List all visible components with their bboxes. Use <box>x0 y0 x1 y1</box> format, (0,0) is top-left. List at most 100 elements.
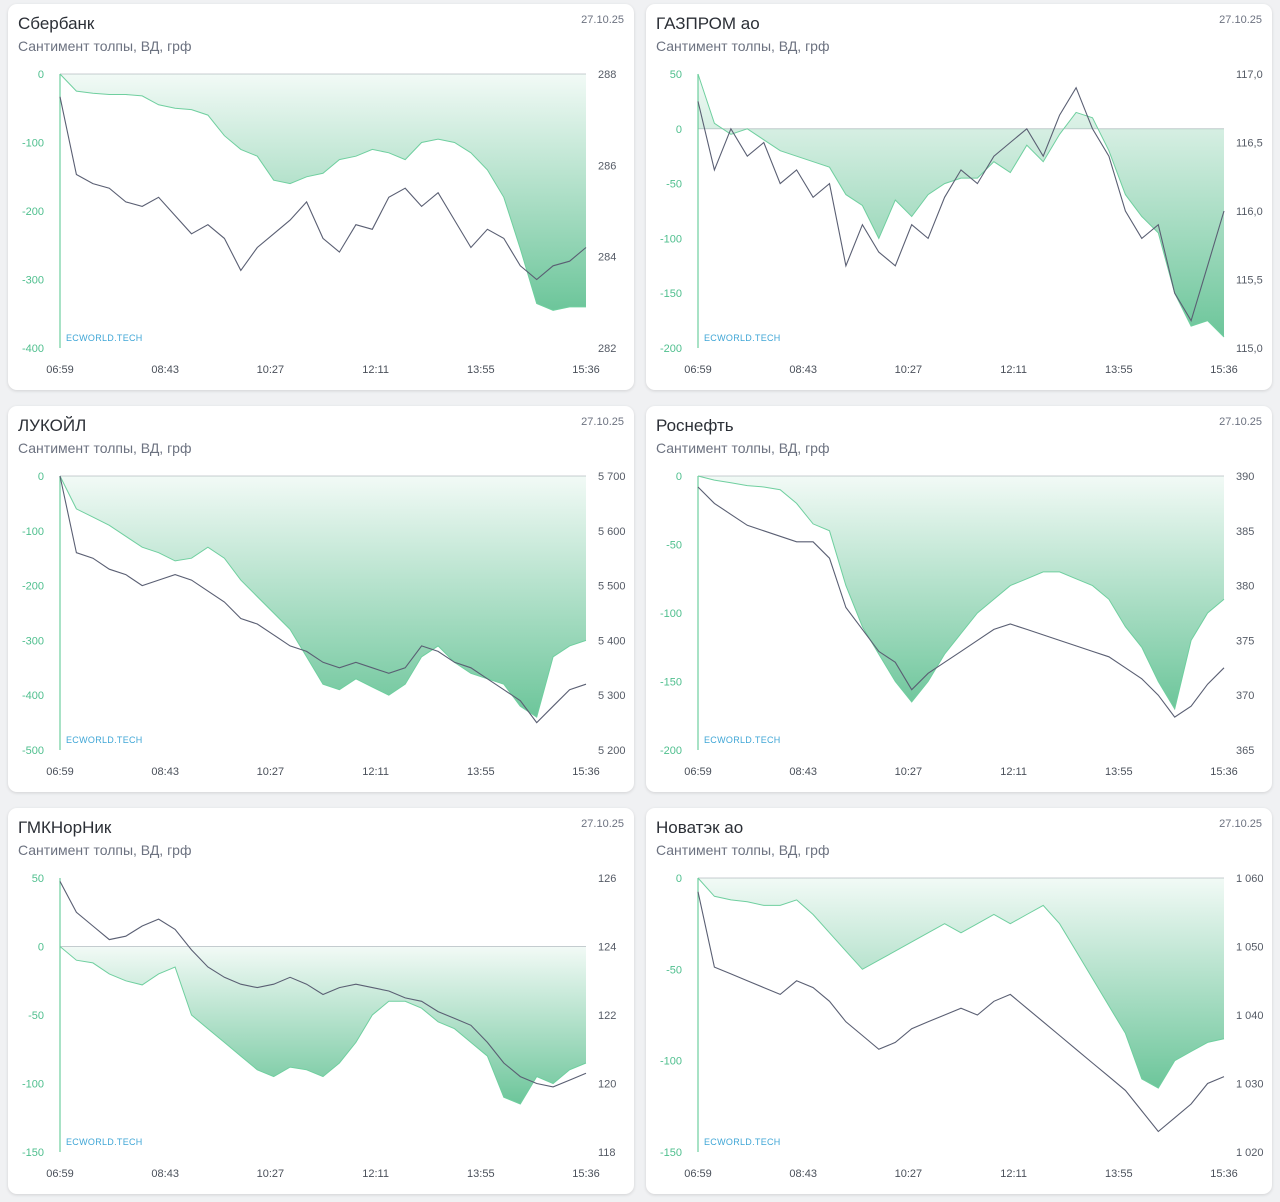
chart-title: ГМКНорНик <box>18 818 112 837</box>
y-right-tick: 122 <box>598 1010 616 1022</box>
watermark: ECWORLD.TECH <box>704 1137 781 1147</box>
y-right-tick: 5 400 <box>598 635 626 647</box>
y-left-tick: -100 <box>22 138 44 150</box>
x-tick: 12:11 <box>362 364 389 376</box>
x-tick: 13:55 <box>1105 766 1133 778</box>
y-right-tick: 5 500 <box>598 581 626 593</box>
chart-title: Сбербанк <box>18 14 95 33</box>
sentiment-line <box>697 877 1225 1089</box>
y-left-tick: -150 <box>660 288 682 300</box>
x-tick: 13:55 <box>467 364 495 376</box>
chart-date: 27.10.25 <box>581 416 624 428</box>
y-right-tick: 5 700 <box>598 471 626 483</box>
y-right-tick: 390 <box>1236 471 1254 483</box>
x-tick: 12:11 <box>1000 364 1027 376</box>
sentiment-line <box>59 73 586 311</box>
chart-plot: 0 -50 -100 -150 -200 390 385 380 375 370 365 06:59 0… <box>660 471 1254 778</box>
x-tick: 06:59 <box>684 364 712 376</box>
watermark: ECWORLD.TECH <box>66 1137 143 1147</box>
sentiment-line <box>697 475 1225 711</box>
x-tick: 15:36 <box>1210 364 1238 376</box>
chart-subtitle: Сантимент толпы, ВД, грф <box>656 440 830 456</box>
x-tick: 06:59 <box>684 1168 712 1180</box>
chart-title: Роснефть <box>656 416 734 435</box>
sentiment-area <box>698 74 1224 337</box>
chart-date: 27.10.25 <box>1219 818 1262 830</box>
y-left-tick: -300 <box>22 275 44 287</box>
chart-plot: 0 -100 -200 -300 -400 288 286 284 282 06:59 08:43 1… <box>22 69 616 376</box>
y-right-tick: 115,0 <box>1236 343 1263 355</box>
chart-plot: 50 0 -50 -100 -150 126 124 122 120 118 06:59 08:43 1… <box>22 873 616 1180</box>
x-tick: 08:43 <box>151 364 179 376</box>
chart-title: Новатэк ао <box>656 818 744 837</box>
y-right-tick: 124 <box>598 942 616 954</box>
x-tick: 13:55 <box>1105 364 1133 376</box>
chart-subtitle: Сантимент толпы, ВД, грф <box>18 38 192 54</box>
price-line <box>697 486 1225 718</box>
y-left-tick: 50 <box>670 69 682 81</box>
x-tick: 10:27 <box>895 766 923 778</box>
x-tick: 15:36 <box>572 364 600 376</box>
y-left-tick: -50 <box>666 540 682 552</box>
y-right-tick: 5 200 <box>598 745 626 757</box>
x-tick: 12:11 <box>362 766 389 778</box>
y-right-tick: 116,0 <box>1236 206 1263 218</box>
y-left-tick: -100 <box>22 1079 44 1091</box>
chart-date: 27.10.25 <box>581 818 624 830</box>
chart-card-gazprom: ГАЗПРОМ ао Сантимент толпы, ВД, грф 27.1… <box>646 4 1272 390</box>
y-right-tick: 380 <box>1236 581 1254 593</box>
chart-date: 27.10.25 <box>1219 416 1262 428</box>
y-right-tick: 1 020 <box>1236 1147 1264 1159</box>
chart-subtitle: Сантимент толпы, ВД, грф <box>18 842 192 858</box>
y-right-tick: 117,0 <box>1236 69 1263 81</box>
chart-plot: 50 0 -50 -100 -150 -200 117,0 116,5 116,0 115,5 11… <box>660 69 1263 376</box>
sentiment-area <box>60 946 586 1104</box>
y-left-tick: 0 <box>38 471 44 483</box>
x-tick: 13:55 <box>1105 1168 1133 1180</box>
y-left-tick: -300 <box>22 635 44 647</box>
y-right-tick: 1 060 <box>1236 873 1264 885</box>
x-tick: 15:36 <box>572 1168 600 1180</box>
x-tick: 10:27 <box>257 766 285 778</box>
sentiment-area <box>698 878 1224 1089</box>
y-right-tick: 1 030 <box>1236 1079 1264 1091</box>
y-left-tick: -200 <box>22 206 44 218</box>
y-left-tick: 0 <box>38 69 44 81</box>
sentiment-line <box>59 946 587 1105</box>
x-tick: 06:59 <box>46 364 74 376</box>
x-tick: 10:27 <box>257 1168 285 1180</box>
y-left-tick: -200 <box>660 343 682 355</box>
y-right-tick: 365 <box>1236 745 1254 757</box>
x-tick: 08:43 <box>151 766 179 778</box>
y-left-tick: -400 <box>22 690 44 702</box>
sentiment-area <box>698 476 1224 709</box>
chart-plot: 0 -100 -200 -300 -400 -500 5 700 5 600 5 500 5 40… <box>22 471 626 778</box>
sentiment-area <box>60 74 586 311</box>
x-tick: 12:11 <box>362 1168 389 1180</box>
x-tick: 08:43 <box>789 364 817 376</box>
y-left-tick: 50 <box>32 873 44 885</box>
sentiment-line <box>697 73 1225 338</box>
price-line <box>697 86 1225 322</box>
price-line <box>59 881 587 1088</box>
y-left-tick: 0 <box>676 471 682 483</box>
chart-title: ЛУКОЙЛ <box>18 416 87 435</box>
chart-date: 27.10.25 <box>581 14 624 26</box>
y-left-tick: -100 <box>660 608 682 620</box>
y-left-tick: -100 <box>660 233 682 245</box>
watermark: ECWORLD.TECH <box>704 333 781 343</box>
chart-subtitle: Сантимент толпы, ВД, грф <box>656 842 830 858</box>
chart-title: ГАЗПРОМ ао <box>656 14 760 33</box>
x-tick: 08:43 <box>151 1168 179 1180</box>
y-right-tick: 385 <box>1236 526 1254 538</box>
chart-subtitle: Сантимент толпы, ВД, грф <box>656 38 830 54</box>
watermark: ECWORLD.TECH <box>66 333 143 343</box>
x-tick: 12:11 <box>1000 766 1027 778</box>
sentiment-line <box>59 475 587 718</box>
y-left-tick: -150 <box>660 1147 682 1159</box>
y-right-tick: 1 050 <box>1236 942 1264 954</box>
x-tick: 06:59 <box>684 766 712 778</box>
chart-card-lukoil: ЛУКОЙЛ Сантимент толпы, ВД, грф 27.10.25… <box>8 406 634 792</box>
y-left-tick: -200 <box>660 745 682 757</box>
chart-card-nornickel: ГМКНорНик Сантимент толпы, ВД, грф 27.10… <box>8 808 634 1194</box>
